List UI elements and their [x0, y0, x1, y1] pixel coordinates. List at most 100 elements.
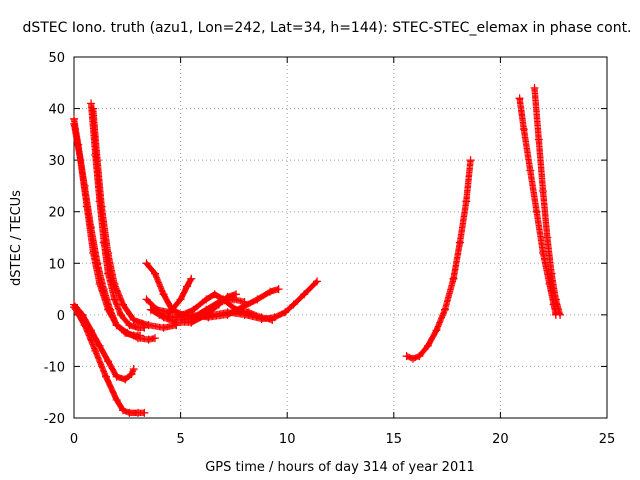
x-axis-label: GPS time / hours of day 314 of year 2011	[205, 460, 475, 475]
data-point	[133, 334, 142, 343]
x-axis-ticks: 0 5 10 15 20 25	[70, 57, 615, 447]
data-point	[289, 300, 298, 309]
data-point	[519, 125, 528, 134]
data-point	[176, 316, 185, 325]
y-tick-label: 20	[48, 206, 65, 221]
y-tick-label: -20	[44, 412, 65, 427]
data-point	[556, 310, 565, 319]
data-point	[182, 282, 191, 291]
data-point	[187, 310, 196, 319]
data-point	[202, 295, 211, 304]
y-tick-label: 30	[48, 154, 65, 169]
y-tick-label: 10	[48, 257, 65, 272]
data-point	[534, 135, 543, 144]
series-arc12	[187, 285, 283, 322]
data-point	[543, 233, 552, 242]
data-point	[95, 279, 104, 288]
chart-title: dSTEC Iono. truth (azu1, Lon=242, Lat=34…	[22, 20, 631, 36]
data-point	[210, 290, 219, 299]
data-point	[266, 287, 275, 296]
data-point	[76, 156, 85, 165]
data-point	[223, 310, 232, 319]
data-point	[466, 156, 475, 165]
data-point	[526, 166, 535, 175]
data-point	[101, 372, 110, 381]
data-point	[93, 156, 102, 165]
data-point	[300, 290, 309, 299]
grid	[74, 57, 607, 418]
data-point	[551, 295, 560, 304]
data-point	[104, 248, 113, 257]
data-point	[89, 248, 98, 257]
data-point	[121, 375, 130, 384]
data-point	[240, 310, 249, 319]
data-point	[146, 305, 155, 314]
x-tick-label: 20	[492, 432, 509, 447]
y-tick-label: 50	[48, 51, 65, 66]
series-arc10	[155, 290, 277, 325]
data-point	[238, 303, 247, 312]
data-point	[462, 197, 471, 206]
data-point	[274, 285, 283, 294]
data-point	[408, 354, 417, 363]
data-point	[110, 295, 119, 304]
data-point	[415, 352, 424, 361]
data-point	[532, 207, 541, 216]
data-point	[257, 314, 266, 323]
data-point	[119, 406, 128, 415]
data-point	[112, 321, 121, 330]
y-axis-label: dSTEC / TECUs	[9, 190, 24, 286]
data-point	[223, 292, 232, 301]
data-point	[176, 295, 185, 304]
data-point	[423, 341, 432, 350]
data-point	[155, 310, 164, 319]
data-point	[127, 370, 136, 379]
data-series	[70, 83, 565, 417]
data-point	[159, 323, 168, 332]
data-point	[204, 313, 213, 322]
series-arc4	[89, 104, 181, 332]
data-point	[112, 395, 121, 404]
data-point	[123, 328, 132, 337]
data-point	[144, 335, 153, 344]
x-tick-label: 15	[386, 432, 403, 447]
data-point	[253, 295, 262, 304]
data-point	[440, 305, 449, 314]
data-point	[432, 326, 441, 335]
plot-frame	[73, 56, 608, 419]
series-arc6	[70, 303, 149, 417]
data-point	[172, 313, 181, 322]
data-point	[545, 279, 554, 288]
data-point	[313, 277, 322, 286]
data-point	[449, 274, 458, 283]
data-point	[129, 365, 138, 374]
data-point	[140, 408, 149, 417]
data-point	[515, 94, 524, 103]
x-tick-label: 0	[70, 432, 78, 447]
x-tick-label: 10	[279, 432, 296, 447]
data-point	[142, 259, 151, 268]
data-point	[89, 104, 98, 113]
data-point	[281, 308, 290, 317]
data-point	[95, 341, 104, 350]
data-point	[119, 300, 128, 309]
data-point	[219, 295, 228, 304]
data-point	[402, 352, 411, 361]
series-arc13	[402, 156, 475, 363]
data-point	[116, 310, 125, 319]
data-point	[97, 202, 106, 211]
x-tick-label: 5	[176, 432, 184, 447]
data-point	[530, 83, 539, 92]
data-point	[87, 99, 96, 108]
data-point	[104, 357, 113, 366]
data-point	[125, 321, 134, 330]
data-point	[187, 274, 196, 283]
data-point	[112, 372, 121, 381]
y-axis-ticks: -20 -10 0 10 20 30 40 50	[44, 51, 607, 427]
data-point	[144, 321, 153, 330]
data-point	[82, 202, 91, 211]
y-tick-label: 40	[48, 103, 65, 118]
data-point	[70, 303, 78, 312]
data-point	[91, 346, 100, 355]
